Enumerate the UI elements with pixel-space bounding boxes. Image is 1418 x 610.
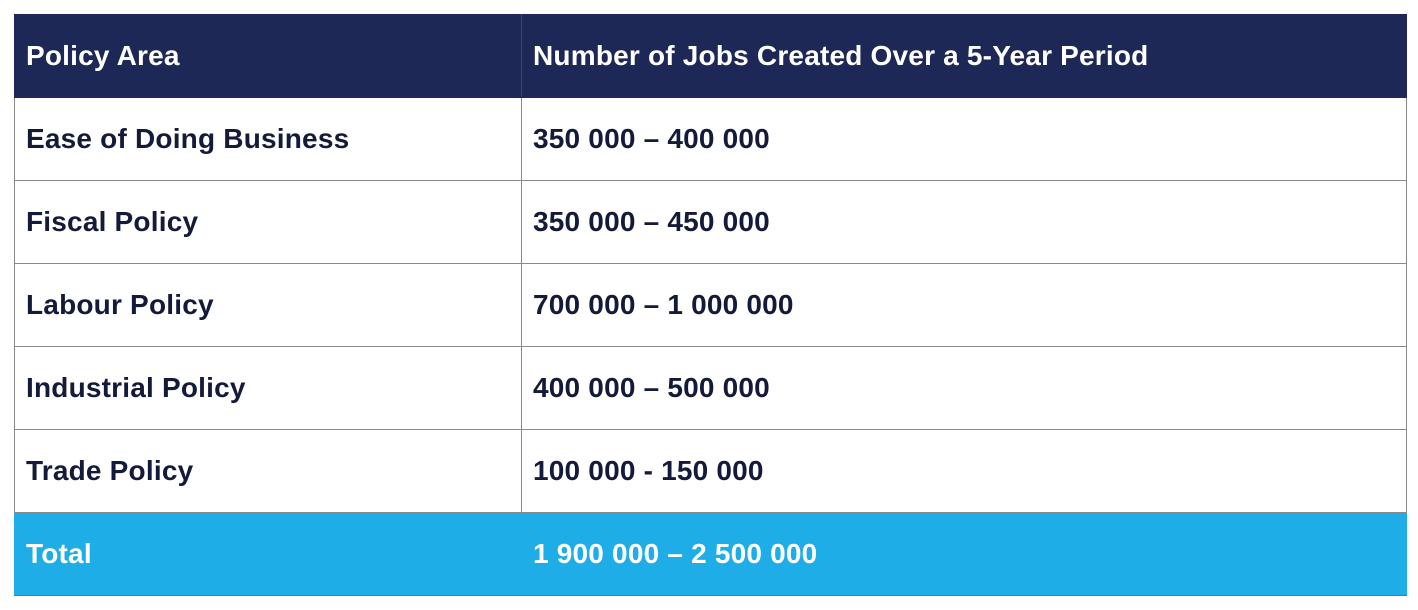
policy-area-cell: Industrial Policy — [14, 346, 522, 430]
policy-area-cell: Ease of Doing Business — [14, 97, 522, 181]
table-row: Trade Policy 100 000 - 150 000 — [14, 429, 1407, 513]
header-jobs-created: Number of Jobs Created Over a 5-Year Per… — [521, 14, 1407, 98]
total-jobs-cell: 1 900 000 – 2 500 000 — [521, 512, 1407, 596]
jobs-table: Policy Area Number of Jobs Created Over … — [14, 14, 1407, 596]
policy-area-cell: Fiscal Policy — [14, 180, 522, 264]
table-row: Labour Policy 700 000 – 1 000 000 — [14, 263, 1407, 347]
jobs-created-cell: 350 000 – 450 000 — [521, 180, 1407, 264]
header-policy-area: Policy Area — [14, 14, 522, 98]
header-row: Policy Area Number of Jobs Created Over … — [14, 14, 1407, 98]
policy-area-cell: Labour Policy — [14, 263, 522, 347]
jobs-created-cell: 350 000 – 400 000 — [521, 97, 1407, 181]
table-row: Ease of Doing Business 350 000 – 400 000 — [14, 97, 1407, 181]
jobs-created-cell: 700 000 – 1 000 000 — [521, 263, 1407, 347]
table-row: Industrial Policy 400 000 – 500 000 — [14, 346, 1407, 430]
policy-area-cell: Trade Policy — [14, 429, 522, 513]
total-label-cell: Total — [14, 512, 522, 596]
total-row: Total 1 900 000 – 2 500 000 — [14, 512, 1407, 596]
jobs-created-cell: 400 000 – 500 000 — [521, 346, 1407, 430]
table-body: Ease of Doing Business 350 000 – 400 000… — [14, 97, 1407, 596]
table-row: Fiscal Policy 350 000 – 450 000 — [14, 180, 1407, 264]
jobs-created-cell: 100 000 - 150 000 — [521, 429, 1407, 513]
table-header: Policy Area Number of Jobs Created Over … — [14, 14, 1407, 98]
